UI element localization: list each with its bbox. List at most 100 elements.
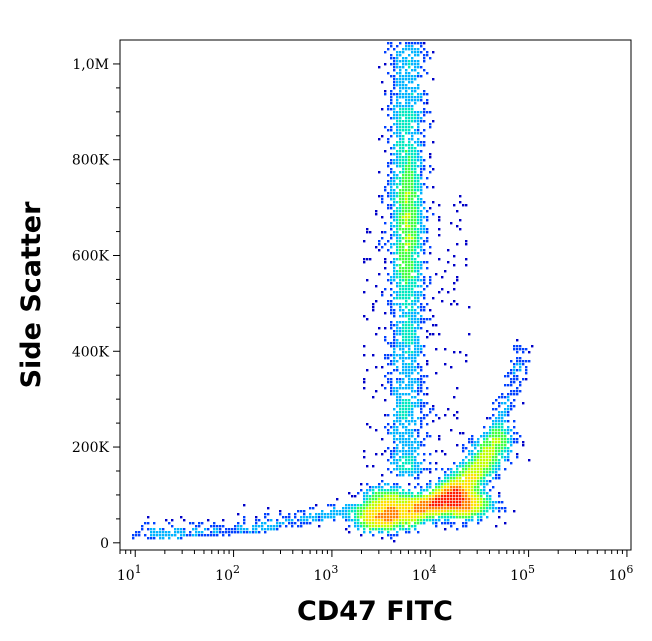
event-dot [309, 522, 312, 525]
event-dot [420, 399, 423, 402]
event-dot [381, 384, 384, 387]
event-dot [408, 441, 411, 444]
event-dot [423, 252, 426, 255]
event-dot [450, 522, 453, 525]
event-dot [402, 528, 405, 531]
event-dot [396, 327, 399, 330]
event-dot [417, 393, 420, 396]
event-dot [408, 444, 411, 447]
event-dot [390, 294, 393, 297]
event-dot [402, 81, 405, 84]
event-dot [411, 363, 414, 366]
y-tick-label: 800K [72, 153, 110, 169]
event-dot [468, 513, 471, 516]
event-dot [402, 126, 405, 129]
event-dot [399, 207, 402, 210]
event-dot [411, 315, 414, 318]
event-dot [189, 531, 192, 534]
event-dot [471, 477, 474, 480]
event-dot [411, 342, 414, 345]
event-dot [390, 456, 393, 459]
event-dot [402, 321, 405, 324]
event-dot [477, 441, 480, 444]
event-dot [417, 243, 420, 246]
event-dot [393, 204, 396, 207]
event-dot [405, 366, 408, 369]
event-dot [405, 42, 408, 45]
event-dot [411, 492, 414, 495]
event-dot [243, 522, 246, 525]
event-dot [450, 471, 453, 474]
event-dot [363, 354, 366, 357]
event-dot [408, 201, 411, 204]
event-dot [420, 408, 423, 411]
event-dot [393, 513, 396, 516]
event-dot [387, 459, 390, 462]
event-dot [438, 480, 441, 483]
event-dot [519, 366, 522, 369]
event-dot [396, 468, 399, 471]
event-dot [411, 369, 414, 372]
event-dot [399, 126, 402, 129]
event-dot [384, 51, 387, 54]
event-dot [432, 504, 435, 507]
event-dot [420, 177, 423, 180]
event-dot [405, 222, 408, 225]
event-dot [315, 504, 318, 507]
event-dot [432, 405, 435, 408]
event-dot [396, 498, 399, 501]
event-dot [420, 501, 423, 504]
event-dot [495, 444, 498, 447]
event-dot [438, 519, 441, 522]
event-dot [387, 174, 390, 177]
event-dot [498, 453, 501, 456]
event-dot [372, 519, 375, 522]
event-dot [480, 501, 483, 504]
event-dot [393, 450, 396, 453]
event-dot [396, 417, 399, 420]
event-dot [414, 429, 417, 432]
event-dot [396, 519, 399, 522]
event-dot [363, 525, 366, 528]
event-dot [411, 498, 414, 501]
event-dot [411, 366, 414, 369]
event-dot [426, 267, 429, 270]
event-dot [504, 441, 507, 444]
event-dot [468, 489, 471, 492]
event-dot [258, 531, 261, 534]
event-dot [399, 204, 402, 207]
event-dot [519, 360, 522, 363]
event-dot [174, 531, 177, 534]
event-dot [423, 459, 426, 462]
event-dot [399, 402, 402, 405]
event-dot [396, 459, 399, 462]
event-dot [390, 96, 393, 99]
event-dot [396, 177, 399, 180]
event-dot [411, 441, 414, 444]
event-dot [423, 417, 426, 420]
event-dot [147, 522, 150, 525]
event-dot [492, 435, 495, 438]
event-dot [417, 54, 420, 57]
event-dot [432, 315, 435, 318]
event-dot [498, 450, 501, 453]
event-dot [405, 456, 408, 459]
event-dot [354, 504, 357, 507]
event-dot [393, 297, 396, 300]
event-dot [447, 474, 450, 477]
event-dot [387, 129, 390, 132]
event-dot [414, 504, 417, 507]
event-dot [408, 180, 411, 183]
event-dot [420, 327, 423, 330]
event-dot [477, 498, 480, 501]
event-dot [483, 441, 486, 444]
event-dot [426, 93, 429, 96]
event-dot [411, 327, 414, 330]
event-dot [453, 483, 456, 486]
event-dot [411, 354, 414, 357]
event-dot [504, 414, 507, 417]
event-dot [522, 348, 525, 351]
event-dot [507, 372, 510, 375]
event-dot [513, 363, 516, 366]
event-dot [390, 168, 393, 171]
